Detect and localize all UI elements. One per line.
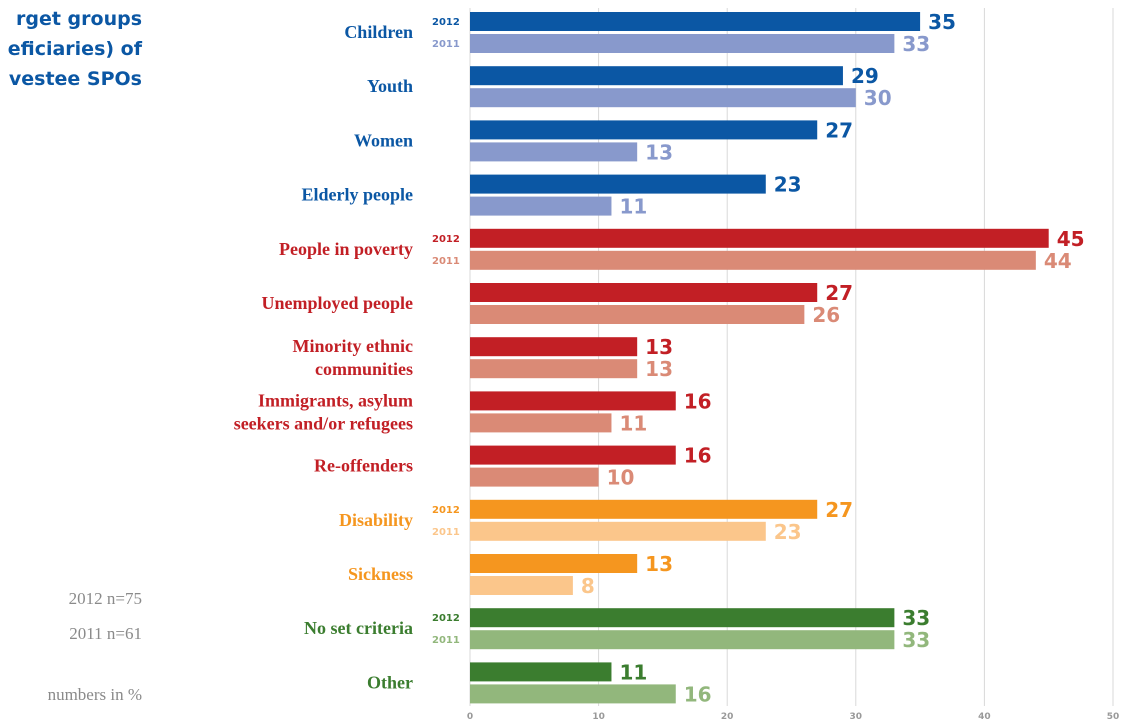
value-label-2011: 44 bbox=[1044, 249, 1072, 273]
bar-2011 bbox=[470, 576, 573, 595]
category-label-line-1: Immigrants, asylum bbox=[258, 390, 413, 410]
value-label-2012: 11 bbox=[619, 660, 647, 684]
value-label-2012: 33 bbox=[902, 606, 930, 630]
bar-2012 bbox=[470, 662, 612, 682]
year-tag-2011: 2011 bbox=[432, 256, 460, 267]
bar-2012 bbox=[470, 174, 766, 194]
x-tick-label-50: 50 bbox=[1107, 712, 1120, 722]
bar-2011 bbox=[470, 196, 612, 216]
x-tick-label-30: 30 bbox=[850, 712, 863, 722]
category-label: Disability bbox=[339, 510, 413, 530]
chart-title-line-3: vestee SPOs bbox=[8, 68, 142, 90]
bar-2011 bbox=[470, 305, 805, 324]
bar-2012 bbox=[470, 445, 676, 465]
category-label-line-2: seekers and/or refugees bbox=[234, 413, 413, 433]
value-label-2012: 27 bbox=[825, 498, 853, 522]
bar-2012 bbox=[470, 608, 895, 628]
bar-2012 bbox=[470, 120, 818, 140]
year-tag-2011: 2011 bbox=[432, 39, 460, 50]
bar-2012 bbox=[470, 554, 638, 573]
year-tag-2011: 2011 bbox=[432, 527, 460, 538]
sample-size-2011: 2011 n=61 bbox=[69, 624, 142, 643]
value-label-2011: 13 bbox=[645, 140, 673, 164]
value-label-2012: 13 bbox=[645, 552, 673, 576]
x-tick-label-10: 10 bbox=[592, 712, 605, 722]
value-label-2011: 30 bbox=[864, 86, 892, 110]
value-label-2012: 35 bbox=[928, 10, 956, 34]
bar-2011 bbox=[470, 250, 1036, 270]
value-label-2012: 23 bbox=[774, 173, 802, 197]
bar-2012 bbox=[470, 228, 1049, 248]
value-label-2011: 10 bbox=[607, 466, 635, 490]
bar-2011 bbox=[470, 34, 895, 53]
category-label: Sickness bbox=[348, 564, 413, 584]
value-label-2012: 45 bbox=[1057, 227, 1085, 251]
year-tag-2012: 2012 bbox=[432, 505, 460, 516]
year-tag-2011: 2011 bbox=[432, 635, 460, 646]
bar-2011 bbox=[470, 413, 612, 433]
value-label-2011: 16 bbox=[684, 682, 712, 706]
chart-title-line-2: eficiaries) of bbox=[7, 38, 142, 60]
value-label-2011: 26 bbox=[812, 303, 840, 327]
category-label: People in poverty bbox=[279, 239, 413, 259]
year-tag-2012: 2012 bbox=[432, 234, 460, 245]
value-label-2011: 33 bbox=[902, 32, 930, 56]
value-label-2012: 16 bbox=[684, 444, 712, 468]
bar-2011 bbox=[470, 88, 856, 108]
bar-2011 bbox=[470, 684, 676, 704]
category-label: Youth bbox=[367, 76, 413, 96]
category-label-line-2: communities bbox=[315, 359, 413, 379]
bar-2011 bbox=[470, 359, 638, 379]
bar-2011 bbox=[470, 467, 599, 487]
bar-2012 bbox=[470, 12, 921, 31]
category-label: Children bbox=[344, 22, 413, 42]
category-label: Elderly people bbox=[302, 185, 414, 205]
value-label-2012: 27 bbox=[825, 281, 853, 305]
category-label-line-1: Minority ethnic bbox=[293, 336, 413, 356]
value-label-2012: 13 bbox=[645, 335, 673, 359]
bar-2012 bbox=[470, 337, 638, 357]
bar-2011 bbox=[470, 142, 638, 162]
year-tag-2012: 2012 bbox=[432, 17, 460, 28]
value-label-2011: 33 bbox=[902, 628, 930, 652]
sample-size-2012: 2012 n=75 bbox=[68, 589, 142, 608]
value-label-2011: 11 bbox=[619, 195, 647, 219]
bar-2012 bbox=[470, 66, 843, 86]
x-tick-label-0: 0 bbox=[467, 712, 473, 722]
category-label: Women bbox=[354, 130, 413, 150]
year-tag-2012: 2012 bbox=[432, 613, 460, 624]
category-label: Unemployed people bbox=[261, 293, 413, 313]
chart-title-line-1: rget groups bbox=[15, 8, 142, 30]
category-label: No set criteria bbox=[304, 618, 413, 638]
bar-2012 bbox=[470, 499, 818, 519]
bar-2012 bbox=[470, 283, 818, 302]
value-label-2011: 8 bbox=[581, 574, 595, 598]
value-label-2012: 29 bbox=[851, 64, 879, 88]
x-tick-label-40: 40 bbox=[978, 712, 991, 722]
value-label-2011: 23 bbox=[774, 520, 802, 544]
value-label-2011: 11 bbox=[619, 411, 647, 435]
bar-2011 bbox=[470, 521, 766, 541]
units-note: numbers in % bbox=[47, 685, 142, 704]
value-label-2012: 27 bbox=[825, 118, 853, 142]
category-label: Other bbox=[367, 672, 413, 692]
value-label-2012: 16 bbox=[684, 389, 712, 413]
bar-2012 bbox=[470, 391, 676, 411]
x-tick-label-20: 20 bbox=[721, 712, 734, 722]
value-label-2011: 13 bbox=[645, 357, 673, 381]
category-label: Re-offenders bbox=[314, 456, 413, 476]
bar-2011 bbox=[470, 630, 895, 650]
